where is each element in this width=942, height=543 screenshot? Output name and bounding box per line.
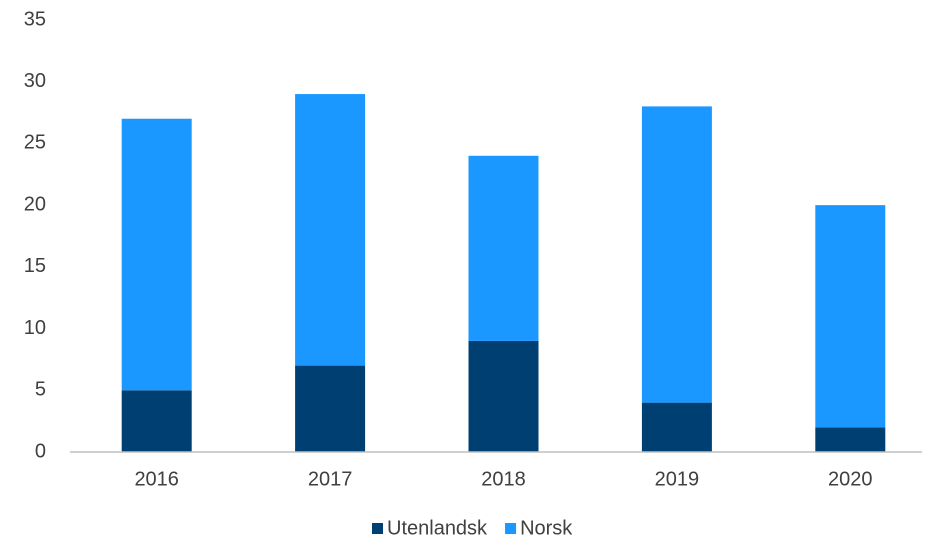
x-tick-label: 2019 (655, 468, 700, 490)
bar-segment (641, 106, 712, 403)
y-tick-label: 25 (24, 132, 46, 154)
y-tick-label: 5 (35, 379, 46, 401)
bar-segment (468, 340, 539, 452)
y-tick-label: 10 (24, 317, 46, 339)
legend-label: Utenlandsk (387, 517, 488, 539)
legend-swatch (505, 523, 517, 534)
y-tick-label: 0 (35, 440, 46, 462)
bar-segment (641, 402, 712, 452)
bar-segment (468, 155, 539, 341)
y-tick-label: 15 (24, 255, 46, 277)
y-tick-label: 35 (24, 8, 46, 30)
x-tick-label: 2016 (134, 468, 179, 490)
bar-segment (295, 365, 366, 452)
bar-segment (121, 390, 192, 452)
bar-segment (121, 118, 192, 391)
x-tick-label: 2020 (828, 468, 873, 490)
legend-label: Norsk (520, 517, 573, 539)
y-tick-label: 20 (24, 193, 46, 215)
y-tick-label: 30 (24, 70, 46, 92)
legend-swatch (372, 523, 383, 534)
bar-segment (295, 94, 366, 366)
bar-segment (815, 205, 886, 428)
x-tick-label: 2017 (308, 468, 353, 490)
x-tick-label: 2018 (481, 468, 526, 490)
bar-segment (815, 427, 886, 452)
